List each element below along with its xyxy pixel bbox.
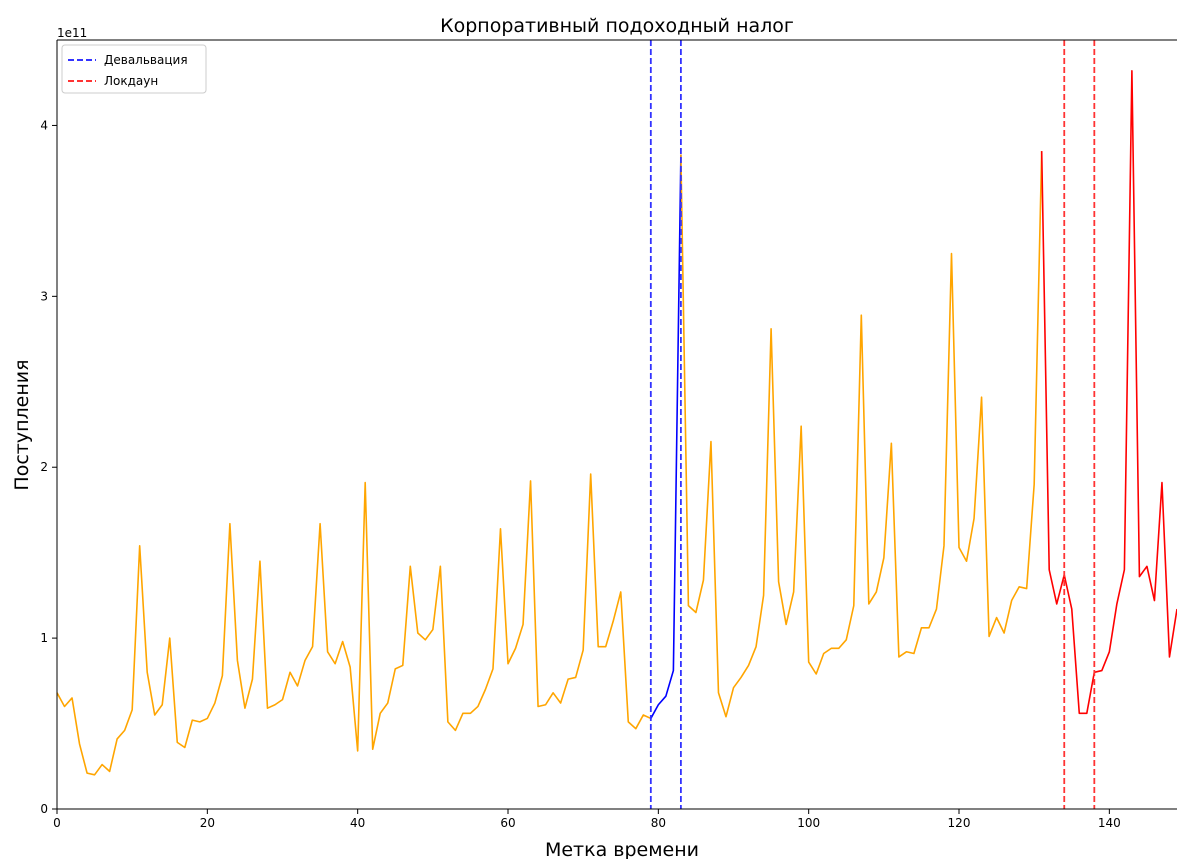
x-tick-label-0: 0 [53,816,61,830]
y-tick-label-2: 2 [40,460,48,474]
x-tick-label-60: 60 [500,816,515,830]
x-axis-label: Метка времени [545,839,699,859]
legend: Девальвация Локдаун [61,44,207,94]
x-tick-label-80: 80 [651,816,666,830]
series-line-devaluation-1 [650,154,682,719]
chart-title: Корпоративный подоходный налог [440,15,794,37]
plot-area: 0 20 40 60 80 100 120 140 0 1 2 3 4 [40,39,1177,830]
x-tick-label-140: 140 [1098,816,1121,830]
y-tick-label-4: 4 [40,118,48,132]
series-line-base-2 [680,151,1043,718]
legend-box [61,44,207,94]
y-tick-label-3: 3 [40,289,48,303]
x-tick-label-120: 120 [948,816,971,830]
x-tick-label-20: 20 [200,816,215,830]
y-tick-label-0: 0 [40,802,48,816]
legend-label-lockdown: Локдаун [104,74,158,88]
series-line-base-0 [56,473,652,776]
legend-label-devaluation: Девальвация [104,53,188,67]
y-axis-label: Поступления [11,359,33,490]
y-offset-label: 1e11 [57,26,87,40]
y-tick-label-1: 1 [40,631,48,645]
x-tick-label-100: 100 [797,816,820,830]
x-tick-label-40: 40 [350,816,365,830]
